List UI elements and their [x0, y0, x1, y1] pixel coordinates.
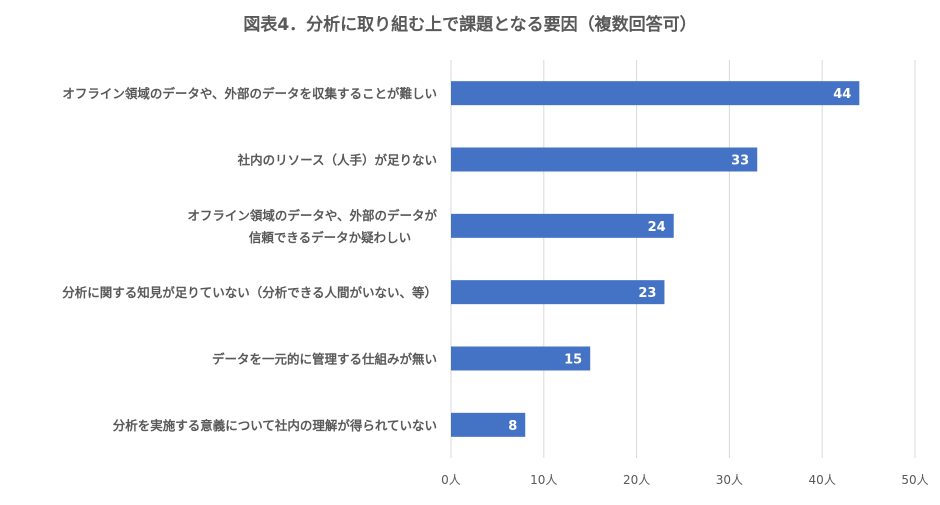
- x-tick-label: 50人: [901, 473, 928, 487]
- bar: [451, 412, 526, 437]
- x-tick-label: 20人: [623, 473, 650, 487]
- bar: [451, 147, 758, 172]
- data-label: 8: [508, 419, 517, 434]
- bar: [451, 81, 860, 106]
- category-label: データを一元的に管理する仕組みが無い: [212, 352, 437, 367]
- x-tick-label: 30人: [716, 473, 743, 487]
- category-label: 分析に関する知見が足りていない（分析できる人間がいない、等）: [62, 285, 437, 300]
- data-label: 24: [648, 220, 666, 235]
- category-label: 社内のリソース（人手）が足りない: [237, 153, 437, 168]
- x-tick-label: 40人: [809, 473, 836, 487]
- category-label: オフライン領域のデータや、外部のデータを収集することが難しい: [62, 86, 437, 101]
- x-tick-label: 10人: [530, 473, 557, 487]
- data-label: 33: [731, 154, 749, 169]
- category-label: 信頼できるデータか疑わしい: [249, 230, 411, 245]
- category-label: 分析を実施する意義について社内の理解が得られていない: [113, 418, 437, 433]
- x-tick-label: 0人: [441, 473, 461, 487]
- bar: [451, 280, 665, 305]
- data-label: 44: [833, 87, 851, 102]
- chart-title: 図表4．分析に取り組む上で課題となる要因（複数回答可）: [243, 14, 696, 35]
- data-label: 15: [564, 353, 582, 368]
- data-label: 23: [638, 286, 656, 301]
- bar: [451, 346, 591, 371]
- bar: [451, 213, 674, 238]
- category-label: オフライン領域のデータや、外部のデータが: [187, 208, 437, 223]
